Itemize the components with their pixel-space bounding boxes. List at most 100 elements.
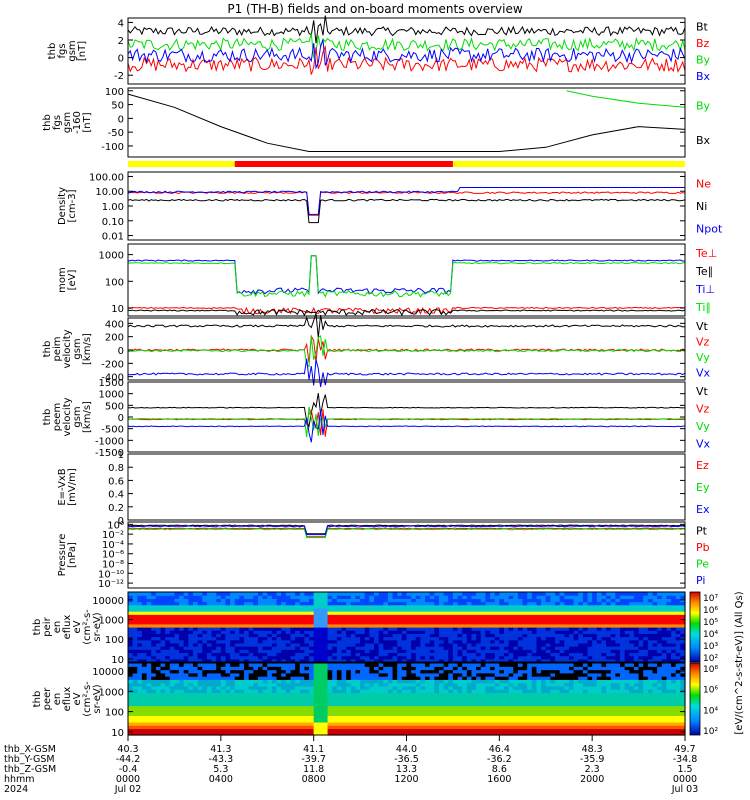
heatmap-cell	[160, 614, 166, 619]
heatmap-cell	[257, 617, 264, 622]
heatmap-cell	[485, 728, 491, 733]
heatmap-cell	[318, 639, 324, 644]
heatmap-cell	[267, 623, 273, 628]
heatmap-cell	[517, 663, 524, 667]
heatmap-cell	[471, 725, 477, 730]
heatmap-cell	[397, 705, 403, 710]
heatmap-cell	[624, 592, 630, 596]
heatmap-cell	[378, 646, 384, 650]
heatmap-cell	[271, 607, 278, 612]
heatmap-cell	[141, 702, 148, 707]
heatmap-cell	[420, 672, 426, 677]
heatmap-cell	[169, 669, 176, 674]
heatmap-cell	[429, 611, 435, 615]
heatmap-cell	[596, 636, 603, 641]
heatmap-cell	[369, 646, 375, 650]
heatmap-cell	[397, 718, 403, 723]
heatmap-cell	[336, 721, 343, 726]
heatmap-cell	[601, 623, 607, 628]
heatmap-cell	[661, 658, 668, 663]
heatmap-cell	[169, 614, 176, 619]
heatmap-cell	[267, 607, 273, 612]
heatmap-cell	[448, 642, 454, 647]
heatmap-cell	[462, 689, 468, 694]
heatmap-cell	[355, 725, 361, 730]
heatmap-cell	[355, 598, 361, 603]
heatmap-cell	[568, 652, 575, 657]
heatmap-cell	[230, 672, 236, 677]
heatmap-cell	[155, 725, 162, 730]
heatmap-cell	[341, 646, 347, 650]
heatmap-cell	[225, 695, 231, 700]
heatmap-cell	[179, 715, 185, 720]
heatmap-cell	[141, 712, 148, 716]
heatmap-cell	[248, 636, 254, 641]
heatmap-cell	[239, 649, 245, 654]
heatmap-cell	[341, 685, 347, 690]
heatmap-cell	[267, 692, 273, 697]
heatmap-cell	[582, 623, 589, 628]
heatmap-cell	[499, 695, 505, 700]
heatmap-cell	[378, 676, 384, 680]
heatmap-cell	[174, 607, 180, 612]
heatmap-cell	[244, 611, 250, 615]
heatmap-cell	[318, 601, 324, 606]
heatmap-cell	[188, 649, 194, 654]
heatmap-cell	[531, 669, 538, 674]
heatmap-cell	[392, 715, 398, 720]
heatmap-cell	[327, 666, 333, 671]
heatmap-cell	[647, 630, 654, 634]
heatmap-cell	[290, 649, 296, 654]
heatmap-cell	[188, 708, 194, 713]
heatmap-cell	[531, 655, 538, 660]
heatmap-cell	[448, 592, 454, 596]
heatmap-cell	[531, 611, 538, 615]
heatmap-cell	[596, 646, 603, 650]
heatmap-cell	[155, 655, 162, 660]
heatmap-cell	[188, 715, 194, 720]
heatmap-cell	[202, 607, 208, 612]
heatmap-cell	[262, 702, 268, 707]
heatmap-cell	[522, 685, 528, 690]
heatmap-cell	[174, 617, 180, 622]
heatmap-cell	[550, 630, 556, 634]
heatmap-cell	[346, 699, 352, 703]
heatmap-cell	[550, 649, 556, 654]
heatmap-cell	[160, 649, 166, 654]
heatmap-cell	[322, 620, 329, 625]
heatmap-cell	[615, 592, 621, 596]
heatmap-cell	[485, 708, 491, 713]
heatmap-cell	[188, 676, 194, 680]
heatmap-cell	[647, 617, 654, 622]
heatmap-cell	[443, 601, 449, 606]
heatmap-cell	[253, 728, 259, 733]
heatmap-cell	[494, 721, 500, 726]
heatmap-cell	[327, 715, 333, 720]
heatmap-cell	[179, 699, 185, 703]
heatmap-cell	[141, 649, 148, 654]
heatmap-cell	[601, 601, 607, 606]
heatmap-cell	[494, 702, 500, 707]
heatmap-cell	[401, 607, 408, 612]
heatmap-cell	[559, 630, 565, 634]
heatmap-cell	[415, 614, 422, 619]
legend-Ti⊥: Ti⊥	[695, 283, 715, 296]
heatmap-cell	[429, 633, 435, 638]
heatmap-cell	[550, 642, 556, 647]
heatmap-cell	[253, 731, 259, 736]
heatmap-cell	[610, 611, 616, 615]
heatmap-cell	[592, 633, 598, 638]
heatmap-cell	[448, 695, 454, 700]
heatmap-cell	[629, 620, 635, 625]
heatmap-cell	[313, 607, 319, 612]
heatmap-cell	[141, 601, 148, 606]
heatmap-cell	[216, 611, 222, 615]
heatmap-cell	[206, 666, 213, 671]
heatmap-cell	[550, 658, 556, 663]
heatmap-cell	[420, 604, 426, 609]
heatmap-cell	[438, 666, 445, 671]
heatmap-cell	[137, 721, 143, 726]
heatmap-cell	[573, 652, 579, 657]
heatmap-cell	[587, 658, 593, 663]
heatmap-cell	[304, 601, 310, 606]
